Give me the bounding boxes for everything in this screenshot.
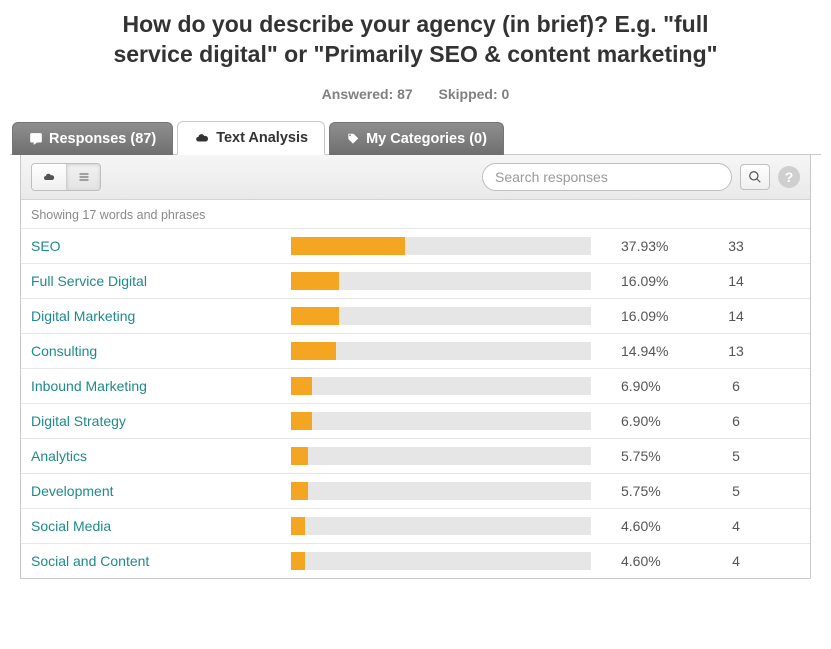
toolbar: ? bbox=[21, 155, 810, 200]
percent-value: 37.93% bbox=[591, 238, 701, 254]
tab-label: My Categories (0) bbox=[366, 131, 487, 147]
tab-label: Responses (87) bbox=[49, 131, 156, 147]
bar-track bbox=[291, 272, 591, 290]
bar-fill bbox=[291, 272, 339, 290]
bar-track bbox=[291, 342, 591, 360]
result-row: Social Media 4.60%4 bbox=[21, 508, 810, 543]
text-analysis-panel: ? Showing 17 words and phrases SEO 37.93%… bbox=[20, 155, 811, 579]
search-box[interactable] bbox=[482, 163, 732, 191]
term-link[interactable]: Digital Strategy bbox=[31, 413, 291, 429]
tab-text-analysis[interactable]: Text Analysis bbox=[177, 121, 325, 155]
bar-track bbox=[291, 377, 591, 395]
bar-track bbox=[291, 517, 591, 535]
percent-value: 16.09% bbox=[591, 273, 701, 289]
answered-count: 87 bbox=[397, 86, 413, 102]
percent-value: 6.90% bbox=[591, 378, 701, 394]
percent-value: 4.60% bbox=[591, 553, 701, 569]
term-link[interactable]: Development bbox=[31, 483, 291, 499]
result-row: Social and Content 4.60%4 bbox=[21, 543, 810, 578]
term-link[interactable]: Consulting bbox=[31, 343, 291, 359]
tabs: Responses (87) Text Analysis My Categori… bbox=[10, 120, 821, 155]
count-value: 14 bbox=[701, 273, 771, 289]
count-value: 5 bbox=[701, 483, 771, 499]
bar-fill bbox=[291, 377, 312, 395]
help-button[interactable]: ? bbox=[778, 166, 800, 188]
term-link[interactable]: Social Media bbox=[31, 518, 291, 534]
speech-bubble-icon bbox=[29, 132, 43, 146]
result-row: Digital Marketing 16.09%14 bbox=[21, 298, 810, 333]
response-counts: Answered: 87 Skipped: 0 bbox=[40, 86, 791, 102]
tab-responses[interactable]: Responses (87) bbox=[12, 122, 173, 155]
count-value: 5 bbox=[701, 448, 771, 464]
result-row: Consulting 14.94%13 bbox=[21, 333, 810, 368]
percent-value: 5.75% bbox=[591, 483, 701, 499]
term-link[interactable]: Full Service Digital bbox=[31, 273, 291, 289]
count-value: 14 bbox=[701, 308, 771, 324]
bar-track bbox=[291, 552, 591, 570]
bar-fill bbox=[291, 552, 305, 570]
count-value: 6 bbox=[701, 413, 771, 429]
term-link[interactable]: Digital Marketing bbox=[31, 308, 291, 324]
summary-text: Showing 17 words and phrases bbox=[21, 200, 810, 228]
result-row: Development 5.75%5 bbox=[21, 473, 810, 508]
cloud-view-button[interactable] bbox=[32, 164, 66, 190]
result-row: Full Service Digital 16.09%14 bbox=[21, 263, 810, 298]
term-link[interactable]: SEO bbox=[31, 238, 291, 254]
count-value: 33 bbox=[701, 238, 771, 254]
bar-track bbox=[291, 447, 591, 465]
result-row: Analytics 5.75%5 bbox=[21, 438, 810, 473]
bar-fill bbox=[291, 517, 305, 535]
question-mark-icon: ? bbox=[785, 169, 794, 185]
count-value: 4 bbox=[701, 553, 771, 569]
count-value: 13 bbox=[701, 343, 771, 359]
cloud-icon bbox=[41, 171, 57, 183]
results-list[interactable]: SEO37.93%33Full Service Digital16.09%14D… bbox=[21, 228, 810, 578]
count-value: 6 bbox=[701, 378, 771, 394]
bar-fill bbox=[291, 342, 336, 360]
percent-value: 6.90% bbox=[591, 413, 701, 429]
percent-value: 5.75% bbox=[591, 448, 701, 464]
skipped-label: Skipped: bbox=[439, 86, 498, 102]
bar-fill bbox=[291, 412, 312, 430]
question-title: How do you describe your agency (in brie… bbox=[106, 10, 726, 70]
count-value: 4 bbox=[701, 518, 771, 534]
term-link[interactable]: Inbound Marketing bbox=[31, 378, 291, 394]
search-input[interactable] bbox=[495, 169, 719, 185]
list-icon bbox=[76, 171, 92, 183]
bar-fill bbox=[291, 237, 405, 255]
result-row: Inbound Marketing 6.90%6 bbox=[21, 368, 810, 403]
bar-track bbox=[291, 237, 591, 255]
bar-fill bbox=[291, 482, 308, 500]
view-toggle-group bbox=[31, 163, 101, 191]
survey-question-panel: How do you describe your agency (in brie… bbox=[0, 0, 831, 579]
search-icon bbox=[748, 170, 762, 184]
question-header: How do you describe your agency (in brie… bbox=[0, 0, 831, 102]
result-row: SEO 37.93%33 bbox=[21, 228, 810, 263]
bar-fill bbox=[291, 307, 339, 325]
tab-my-categories[interactable]: My Categories (0) bbox=[329, 122, 504, 155]
tab-label: Text Analysis bbox=[216, 130, 308, 146]
term-link[interactable]: Social and Content bbox=[31, 553, 291, 569]
cloud-icon bbox=[194, 131, 210, 145]
result-row: Digital Strategy 6.90%6 bbox=[21, 403, 810, 438]
tag-icon bbox=[346, 132, 360, 146]
skipped-count: 0 bbox=[502, 86, 510, 102]
list-view-button[interactable] bbox=[66, 164, 100, 190]
percent-value: 4.60% bbox=[591, 518, 701, 534]
bar-fill bbox=[291, 447, 308, 465]
bar-track bbox=[291, 307, 591, 325]
bar-track bbox=[291, 482, 591, 500]
term-link[interactable]: Analytics bbox=[31, 448, 291, 464]
bar-track bbox=[291, 412, 591, 430]
percent-value: 14.94% bbox=[591, 343, 701, 359]
percent-value: 16.09% bbox=[591, 308, 701, 324]
search-submit-button[interactable] bbox=[740, 164, 770, 190]
answered-label: Answered: bbox=[322, 86, 394, 102]
